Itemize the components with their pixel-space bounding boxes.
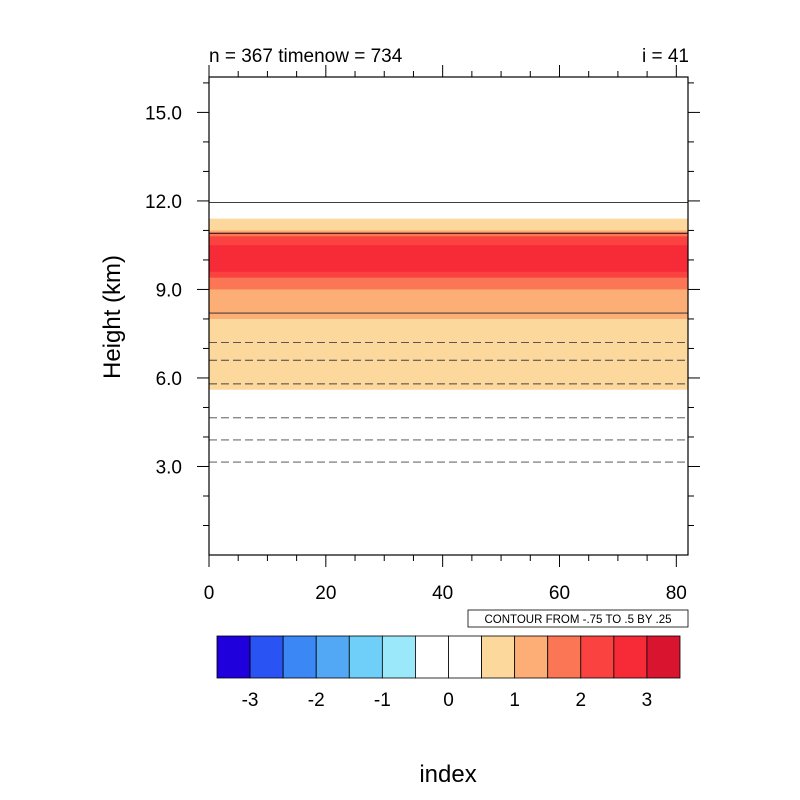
colorbar-label: -2: [308, 690, 325, 711]
x-tick-label: 80: [666, 583, 687, 604]
y-axis: 3.0 6.0 9.0 12.0 15.0: [145, 82, 700, 526]
y-tick-label: 15.0: [145, 103, 182, 124]
colorbar-label: 2: [575, 690, 586, 711]
colorbar-label: -1: [374, 690, 391, 711]
colorbar-label: 3: [642, 690, 653, 711]
colorbar-box-2: [282, 635, 317, 679]
colorbar-box-3: [315, 635, 350, 679]
title-left: n = 367 timenow = 734: [209, 46, 403, 67]
colorbar-box-1: [249, 635, 284, 679]
x-axis-label: index: [419, 761, 476, 788]
colorbar-box-13: [646, 635, 681, 679]
x-tick-label: 60: [549, 583, 570, 604]
colorbar-box-6: [415, 635, 449, 679]
colorbar-box-7: [448, 635, 482, 679]
colorbar-box-11: [580, 635, 615, 679]
y-tick-label: 6.0: [156, 369, 182, 390]
plot-area: [208, 76, 689, 556]
colorbar: -3 -2 -1 0 1 2 3: [216, 635, 681, 711]
y-tick-label: 9.0: [156, 280, 182, 301]
title-right: i = 41: [642, 46, 689, 67]
colorbar-box-9: [514, 635, 549, 679]
colorbar-label: 0: [443, 690, 454, 711]
x-axis: 0 20 40 60 80: [204, 65, 687, 604]
contour-info-box: [467, 609, 689, 628]
colorbar-label: -3: [242, 690, 259, 711]
colorbar-box-5: [381, 635, 416, 679]
fill-band-4: [209, 245, 688, 272]
x-tick-label: 40: [432, 583, 453, 604]
colorbar-box-0: [216, 635, 251, 679]
colorbar-box-8: [481, 635, 516, 679]
x-tick-label: 20: [315, 583, 336, 604]
colorbar-box-10: [547, 635, 582, 679]
y-tick-label: 12.0: [145, 192, 182, 213]
contour-info-label: CONTOUR FROM -.75 TO .5 BY .25: [484, 614, 671, 626]
x-tick-label: 0: [204, 583, 215, 604]
plot-frame: [208, 76, 689, 556]
y-tick-label: 3.0: [156, 457, 182, 478]
colorbar-box-12: [613, 635, 648, 679]
y-axis-label: Height (km): [99, 255, 126, 379]
colorbar-label: 1: [509, 690, 520, 711]
colorbar-box-4: [348, 635, 383, 679]
